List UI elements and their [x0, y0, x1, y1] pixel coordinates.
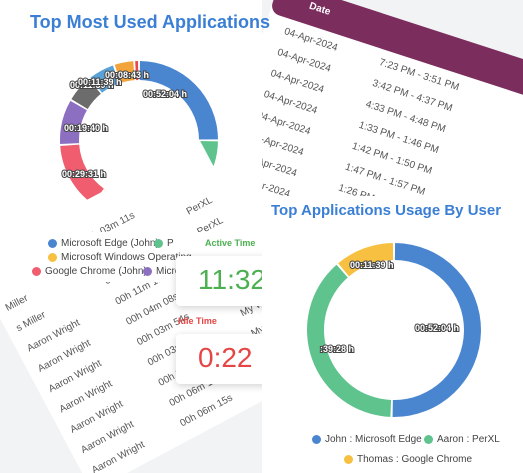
date-cell: 04-Apr-2024: [255, 109, 312, 138]
user-usage-card: Top Applications Usage By User 00:52:04 …: [262, 196, 523, 473]
date-cell: 04-Apr-2024: [262, 88, 319, 117]
date-cell: 04-Apr-2024: [275, 47, 333, 75]
user-name-cell: Miller: [3, 292, 30, 314]
legend-swatch: [143, 267, 152, 276]
top-apps-data-label: 00:29:31 h: [62, 169, 106, 179]
user-usage-donut-chart: 00:52:04 h :39:28 h 00:11:39 h: [307, 243, 481, 417]
legend-swatch: [344, 455, 353, 464]
legend-item[interactable]: Micro: [143, 266, 180, 277]
top-apps-slice[interactable]: [60, 100, 87, 145]
active-time-label: Active Time: [205, 238, 256, 248]
legend-label: Aaron : PerXL: [437, 434, 500, 445]
date-column-header[interactable]: Date: [307, 0, 332, 18]
legend-swatch: [312, 435, 321, 444]
top-apps-slice[interactable]: [71, 79, 101, 109]
idle-time-label: Idle Time: [178, 316, 217, 326]
top-apps-slice[interactable]: [114, 61, 135, 83]
top-apps-title: Top Most Used Applications: [30, 12, 271, 32]
top-apps-slice[interactable]: [60, 144, 104, 205]
legend-label: Micro: [156, 266, 181, 277]
top-apps-data-label: 00:11:39 h: [78, 77, 122, 87]
user-usage-slice[interactable]: [392, 243, 481, 417]
top-apps-slice[interactable]: [139, 61, 218, 140]
top-apps-data-label: 00:19:40 h: [64, 123, 108, 133]
legend-swatch: [424, 435, 433, 444]
user-usage-data-label: 00:52:04 h: [415, 323, 459, 333]
legend-swatch: [48, 239, 57, 248]
app-name-cell: PerXL: [184, 194, 215, 218]
date-cell: 04-Apr-2024: [269, 67, 326, 96]
legend-swatch: [154, 239, 163, 248]
user-name-cell: s Miller: [14, 309, 48, 335]
legend-swatch: [32, 267, 41, 276]
user-usage-title: Top Applications Usage By User: [271, 202, 502, 219]
top-apps-data-label: 00:52:04 h: [143, 89, 187, 99]
active-time-value: 11:32: [198, 264, 266, 295]
user-usage-slice[interactable]: [307, 264, 392, 417]
legend-item[interactable]: Aaron : PerXL: [424, 434, 500, 445]
user-usage-data-label: :39:28 h: [320, 344, 354, 354]
legend-item[interactable]: Microsoft Windows Operating: [48, 252, 192, 263]
legend-item[interactable]: Google Chrome (John): [32, 266, 147, 277]
legend-label: P: [167, 238, 174, 249]
top-apps-data-label: 00:11:59 h: [70, 80, 114, 90]
legend-item[interactable]: P: [154, 238, 174, 249]
legend-label: John : Microsoft Edge: [325, 434, 422, 445]
top-apps-slice[interactable]: [90, 65, 120, 93]
legend-item[interactable]: Thomas : Google Chrome: [344, 454, 472, 465]
legend-item[interactable]: Microsoft Edge (John): [48, 238, 159, 249]
top-apps-slice[interactable]: [135, 61, 139, 81]
legend-swatch: [48, 253, 57, 262]
legend-label: Microsoft Windows Operating: [61, 252, 192, 263]
legend-item[interactable]: John : Microsoft Edge: [312, 434, 422, 445]
user-usage-slice[interactable]: [338, 243, 394, 277]
top-apps-data-label: 00:08:43 h: [105, 70, 149, 80]
legend-label: Thomas : Google Chrome: [357, 454, 473, 465]
legend-label: Google Chrome (John): [45, 266, 147, 277]
legend-label: Microsoft Edge (John): [61, 238, 159, 249]
idle-time-value: 0:22: [198, 342, 253, 373]
user-usage-data-label: 00:11:39 h: [350, 260, 394, 270]
